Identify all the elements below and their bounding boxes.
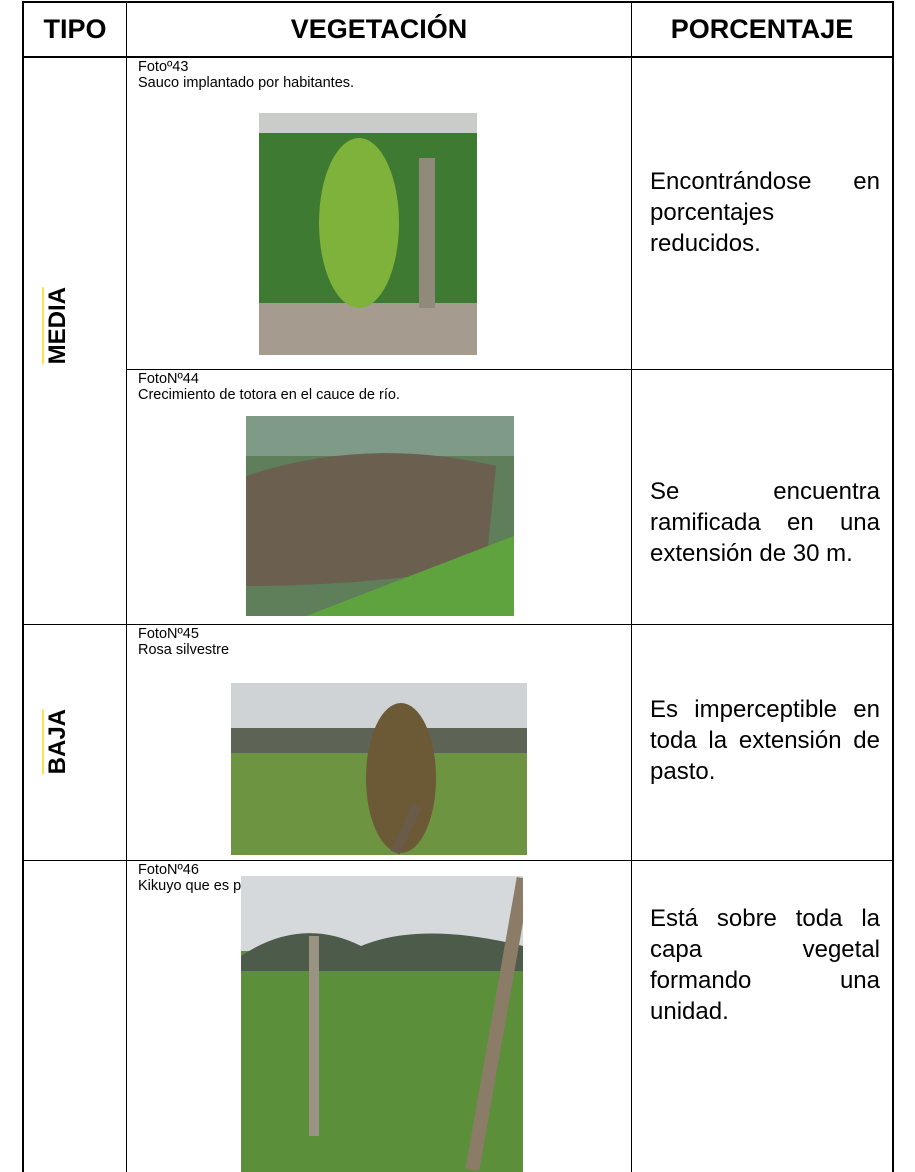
- percentage: Está sobre toda la capa vegetal formando…: [650, 905, 880, 1025]
- photo-caption: FotoNº44 Crecimiento de totora en el cauc…: [138, 371, 624, 403]
- border: [631, 1, 632, 1172]
- percentage: Encontrándose en porcentajes reducidos.: [650, 168, 880, 257]
- caption: Sauco implantado por habitantes.: [138, 75, 355, 91]
- photo: [259, 113, 477, 355]
- photo: [246, 416, 514, 616]
- border: [892, 1, 894, 1172]
- header-porcentaje: PORCENTAJE: [670, 14, 854, 44]
- percentage: Es imperceptible en toda la extensión de…: [650, 696, 880, 785]
- border: [22, 860, 894, 861]
- caption: Rosa silvestre: [138, 642, 230, 658]
- type-label: BAJA: [42, 709, 72, 775]
- caption: Crecimiento de totora en el cauce de río…: [138, 387, 400, 403]
- border: [127, 369, 894, 370]
- photo-label: Fotoº43: [138, 59, 189, 75]
- border: [22, 624, 894, 625]
- header-tipo: TIPO: [43, 14, 107, 44]
- photo-caption: FotoNº45 Rosa silvestre: [138, 626, 624, 658]
- percentage: Se encuentra ramificada en una extensión…: [650, 478, 880, 567]
- border: [126, 1, 127, 1172]
- border: [22, 56, 894, 58]
- photo-label: FotoNº46: [138, 862, 199, 878]
- photo-label: FotoNº45: [138, 626, 199, 642]
- photo-caption: Fotoº43 Sauco implantado por habitantes.: [138, 59, 624, 91]
- photo-label: FotoNº44: [138, 371, 199, 387]
- header-vegetacion: VEGETACIÓN: [290, 14, 468, 44]
- photo: [241, 876, 523, 1172]
- border: [22, 1, 24, 1172]
- border: [22, 1, 894, 3]
- type-label: MEDIA: [42, 287, 72, 365]
- photo: [231, 683, 527, 855]
